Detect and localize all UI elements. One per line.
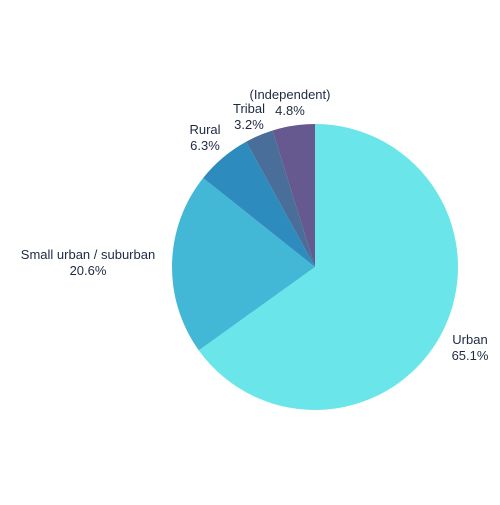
slice-value-label: 3.2% — [234, 117, 264, 132]
slice-label: Urban — [452, 332, 487, 347]
pie-slice-independent — [272, 124, 315, 267]
pie-slice-rural — [203, 141, 315, 267]
slice-label: Small urban / suburban — [21, 247, 155, 262]
slice-value-label: 65.1% — [452, 348, 489, 363]
slice-label: Tribal — [233, 101, 265, 116]
pie-slice-urban — [198, 124, 458, 411]
slice-label: (Independent) — [250, 87, 331, 102]
pie-slice-small-urban-suburban — [172, 177, 315, 351]
slice-label: Rural — [189, 122, 220, 137]
slice-value-label: 4.8% — [275, 103, 305, 118]
pie-slices — [172, 124, 458, 411]
slice-value-label: 20.6% — [70, 263, 107, 278]
pie-slice-tribal — [246, 130, 315, 267]
slice-value-label: 6.3% — [190, 138, 220, 153]
